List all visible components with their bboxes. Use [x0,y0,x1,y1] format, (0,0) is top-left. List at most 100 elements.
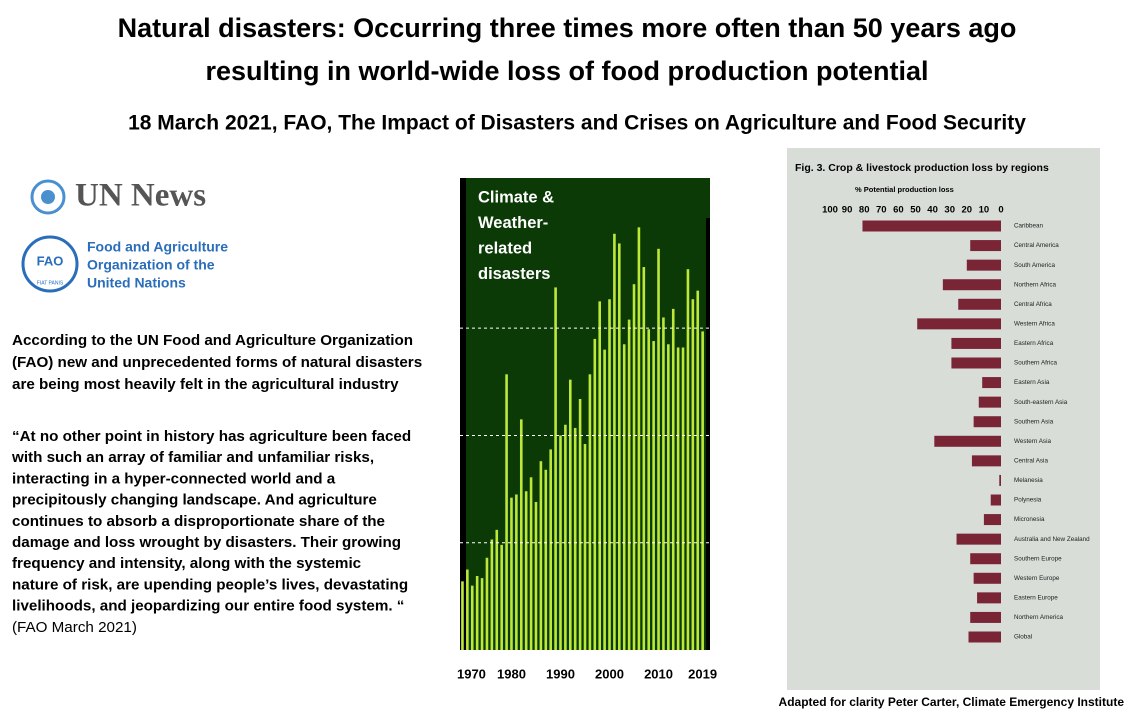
title-line: Natural disasters: Occurring three times… [118,13,1017,43]
bar [627,319,631,650]
category-label: Northern Africa [1014,281,1056,288]
x-tick-label: 50 [910,205,921,216]
category-label: Eastern Asia [1014,379,1050,386]
x-tick-label: 80 [859,205,870,216]
credit: Adapted for clarity Peter Carter, Climat… [779,695,1125,709]
x-tick-label: 90 [842,205,853,216]
bar [519,419,523,650]
plot-edge [460,178,466,650]
bar [958,298,1001,310]
bar [559,435,562,650]
x-tick-label: 1970 [457,666,486,681]
category-label: Caribbean [1014,223,1044,230]
x-tick-label: 1980 [497,666,526,681]
category-label: Southern Asia [1014,418,1054,425]
bar [632,284,636,650]
bar [970,611,1001,623]
un-emblem [41,190,55,204]
quote-line: damage and loss wrought by disasters. Th… [12,534,401,551]
bar [500,544,503,650]
un-news-logo: UN News [30,178,206,215]
bar [524,491,528,650]
un-news-text: UN News [75,178,206,214]
bar [966,259,1001,271]
bar [466,569,469,650]
bar [990,494,1001,506]
bar [568,379,572,650]
bar [691,299,695,650]
quote-source: (FAO March 2021) [12,619,137,636]
quote-line: livelihoods, and jeopardizing our entire… [12,598,404,615]
category-label: Western Asia [1014,438,1051,445]
category-label: Micronesia [1014,516,1045,523]
bar [676,347,680,650]
bar [662,317,665,650]
quote-line: nature of risk, are upending people’s li… [12,576,408,593]
fao-motto: FIAT PANIS [37,280,64,286]
bar [983,514,1001,526]
bar [977,592,1001,604]
bar [608,299,611,650]
bar [544,469,548,650]
quote-line: frequency and intensity, along with the … [12,555,361,572]
bar [495,529,499,650]
subtitle: 18 March 2021, FAO, The Impact of Disast… [128,112,1026,135]
bar [917,318,1001,330]
bar [973,572,1001,584]
bar [681,347,685,650]
category-label: Central Asia [1014,458,1048,465]
quote-line: “At no other point in history has agricu… [12,428,411,445]
fao-emblem-text: FAO [37,253,64,268]
bar [622,344,626,650]
bar [485,557,489,650]
bar [637,227,641,650]
fao-name: Food and Agriculture [87,239,228,255]
quote-line: with such an array of familiar and unfam… [11,449,374,466]
bar [951,357,1001,369]
bar [968,631,1001,643]
category-label: Western Europe [1014,575,1060,582]
category-label: South America [1014,262,1055,269]
bar [480,578,484,650]
plot-edge [706,218,710,650]
bar [505,374,508,650]
x-axis-label: % Potential production loss [855,185,954,194]
paragraph-line: (FAO) new and unprecedented forms of nat… [12,354,422,371]
bar [956,533,1001,545]
bar [671,308,675,650]
bar [583,444,587,650]
category-label: Polynesia [1014,497,1042,504]
x-tick-label: 2000 [595,666,624,681]
x-tick-label: 20 [962,205,973,216]
bar [970,553,1001,565]
bar [475,575,479,650]
category-label: Northern America [1014,614,1063,621]
un-emblem [30,179,66,215]
paragraph-line: are being most heavily felt in the agric… [12,376,399,393]
x-tick-label: 2019 [688,666,717,681]
bar [564,424,567,650]
bar [470,585,474,650]
annotation: Climate & [478,188,554,206]
bar [982,377,1001,389]
title-line: resulting in world-wide loss of food pro… [206,56,929,86]
paragraph-line: According to the UN Food and Agriculture… [12,332,413,349]
fao-name: Organization of the [87,257,215,273]
bar [618,243,621,650]
bar [667,344,670,650]
bar [461,581,464,650]
quote-line: continues to absorb a disproportionate s… [12,513,385,530]
bar [696,290,700,650]
bar [573,427,577,650]
x-tick-label: 40 [927,205,938,216]
chart-title: Fig. 3. Crop & livestock production loss… [795,162,1049,174]
category-label: Global [1014,634,1032,641]
fao-logo: FAO FIAT PANIS Food and Agriculture Orga… [21,235,228,293]
bar [539,461,543,650]
bar [978,396,1001,408]
x-tick-label: 2010 [644,666,673,681]
bar [510,497,513,650]
bar [934,435,1001,447]
figure-background [787,148,1100,690]
